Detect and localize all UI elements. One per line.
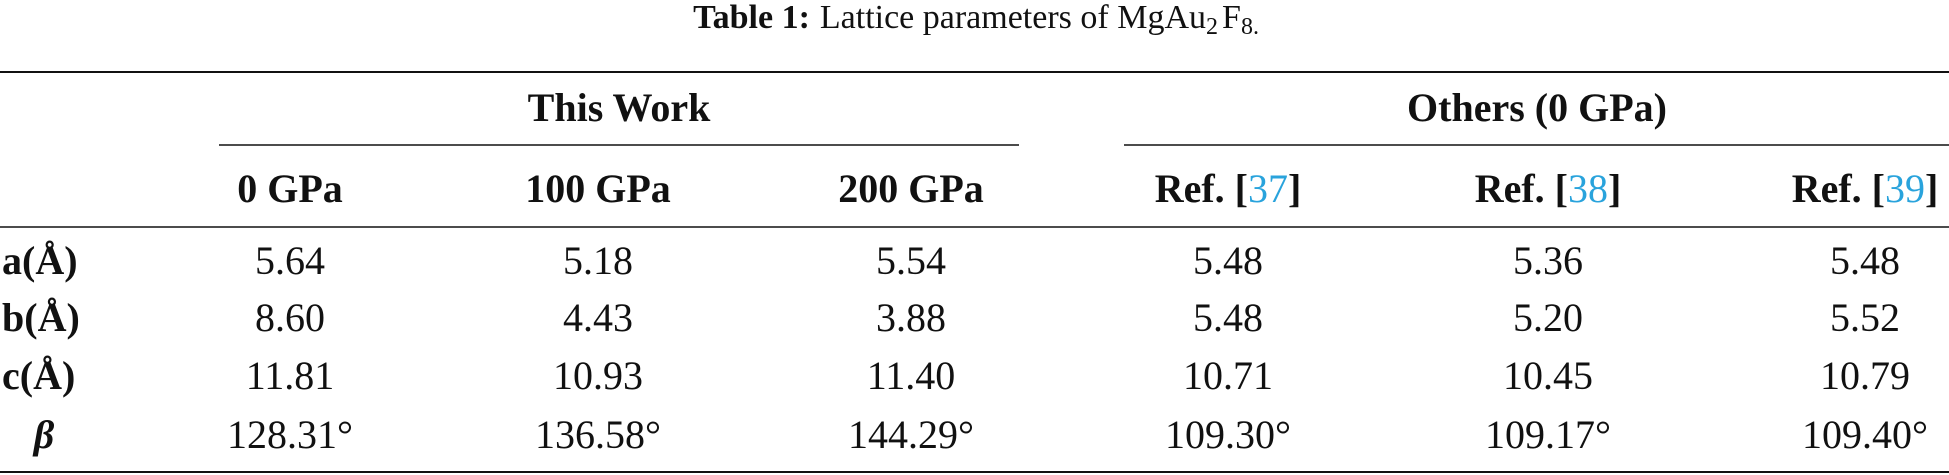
cell: 5.64 (255, 238, 325, 283)
column-text: ] (1925, 166, 1938, 211)
cell: 8.60 (255, 295, 325, 340)
row-label: a(Å) (2, 238, 78, 283)
column-text: ] (1608, 166, 1621, 211)
caption: Table 1: Lattice parameters of MgAu2 F8. (693, 0, 1259, 40)
cell: 4.43 (563, 295, 633, 340)
column-text: 200 GPa (838, 166, 984, 211)
group-header: Others (0 GPa) (1407, 85, 1667, 130)
cell: 5.48 (1830, 238, 1900, 283)
cell: 5.36 (1513, 238, 1583, 283)
cell: 10.71 (1183, 353, 1273, 398)
cell: 3.88 (876, 295, 946, 340)
column-header: Ref. [38] (1475, 166, 1622, 211)
column-text: ] (1288, 166, 1301, 211)
row-label: c(Å) (2, 353, 75, 398)
reference-link[interactable]: 38 (1568, 166, 1608, 211)
column-text: 100 GPa (525, 166, 671, 211)
row-label: b(Å) (2, 295, 80, 340)
caption-label: Table 1: (693, 0, 810, 36)
column-text: Ref. [ (1792, 166, 1885, 211)
column-header: 100 GPa (525, 166, 671, 211)
column-text: Ref. [ (1475, 166, 1568, 211)
cell: 128.31° (227, 412, 353, 457)
cell: 144.29° (848, 412, 974, 457)
cell: 136.58° (535, 412, 661, 457)
caption-text: Lattice parameters of MgAu (820, 0, 1206, 36)
cell: 10.79 (1820, 353, 1910, 398)
group-header: This Work (528, 85, 711, 130)
cell: 5.52 (1830, 295, 1900, 340)
column-header: 0 GPa (237, 166, 343, 211)
cell: 109.30° (1165, 412, 1291, 457)
cell: 11.81 (246, 353, 335, 398)
cell: 5.54 (876, 238, 946, 283)
caption-text: F (1222, 0, 1241, 36)
cell: 5.20 (1513, 295, 1583, 340)
cell: 10.45 (1503, 353, 1593, 398)
row-label: β (32, 412, 55, 457)
column-header: 200 GPa (838, 166, 984, 211)
cell: 109.17° (1485, 412, 1611, 457)
column-header: Ref. [39] (1792, 166, 1939, 211)
reference-link[interactable]: 39 (1885, 166, 1925, 211)
cell: 5.18 (563, 238, 633, 283)
caption-sub: 8. (1241, 14, 1259, 40)
column-text: Ref. [ (1155, 166, 1248, 211)
column-header: Ref. [37] (1155, 166, 1302, 211)
reference-link[interactable]: 37 (1248, 166, 1288, 211)
cell: 10.93 (553, 353, 643, 398)
cell: 5.48 (1193, 238, 1263, 283)
column-text: 0 GPa (237, 166, 343, 211)
cell: 11.40 (867, 353, 956, 398)
caption-sub: 2 (1206, 14, 1218, 40)
cell: 109.40° (1802, 412, 1928, 457)
cell: 5.48 (1193, 295, 1263, 340)
